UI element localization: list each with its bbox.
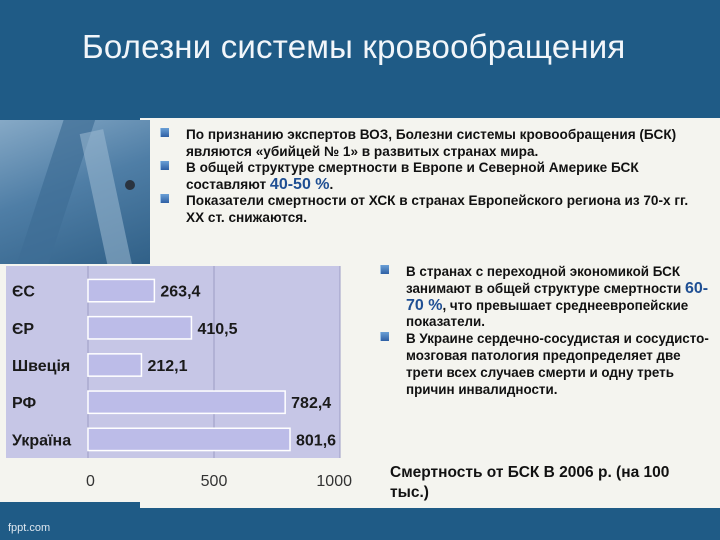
- bullet-item: По признанию экспертов ВОЗ, Болезни сист…: [160, 127, 705, 160]
- value-label: 782,4: [291, 395, 331, 412]
- bullet-square-icon: [160, 194, 169, 204]
- category-label: РФ: [12, 395, 36, 412]
- bullet-text: В общей структуре смертности в Европе и …: [186, 160, 639, 192]
- doctor-photo: [0, 120, 150, 270]
- bar-chart: ЄС 263,4 ЄР 410,5 Швеція 212,1 РФ 782,4 Україна 8…: [6, 266, 352, 490]
- bullet-square-icon: [380, 265, 389, 274]
- footer-brand: fppt.com: [8, 522, 51, 534]
- value-label: 801,6: [296, 432, 336, 449]
- bullet-text: В странах с переходной экономикой БСК за…: [406, 264, 685, 296]
- tick-label: 0: [86, 473, 95, 490]
- bullet-text-tail: .: [329, 176, 334, 192]
- bullet-square-icon: [160, 161, 169, 171]
- category-label: ЄС: [12, 284, 35, 301]
- bullet-highlight: 40-50 %: [269, 175, 330, 193]
- bullet-item: В Украине сердечно-сосудистая и сосудист…: [380, 331, 710, 398]
- stethoscope-icon: [125, 180, 135, 190]
- tick-label: 500: [201, 473, 228, 490]
- bullet-item: В странах с переходной экономикой БСК за…: [380, 264, 710, 331]
- value-label: 263,4: [160, 284, 200, 301]
- chart-caption: Смертность от БСК В 2006 р. (на 100 тыс.…: [390, 464, 670, 501]
- bar: [87, 390, 286, 415]
- bar: [87, 278, 156, 303]
- bullet-list-right: В странах с переходной экономикой БСК за…: [380, 264, 710, 398]
- value-label: 212,1: [147, 358, 187, 375]
- category-label: Швеція: [12, 358, 70, 375]
- slide-title: Болезни системы кровообращения: [82, 28, 626, 65]
- bar: [87, 353, 143, 377]
- value-label: 410,5: [197, 321, 237, 338]
- bullet-list-top: По признанию экспертов ВОЗ, Болезни сист…: [160, 127, 705, 227]
- bullet-text-tail: , что превышает среднеевропейские показа…: [406, 297, 689, 330]
- bullet-highlight: 60-70 %: [406, 279, 709, 314]
- bullet-square-icon: [160, 128, 169, 137]
- bullet-item: Показатели смертности от ХСК в странах Е…: [160, 193, 705, 226]
- chart-container: ЄС 263,4 ЄР 410,5 Швеція 212,1 РФ 782,4 Україна 8…: [0, 264, 366, 502]
- bullet-text: Показатели смертности от ХСК в странах Е…: [186, 193, 689, 225]
- bullet-text: В Украине сердечно-сосудистая и сосудист…: [406, 331, 709, 397]
- bullet-text: По признанию экспертов ВОЗ, Болезни сист…: [186, 127, 677, 159]
- bullet-item: В общей структуре смертности в Европе и …: [160, 160, 705, 193]
- bar: [87, 427, 291, 452]
- bullet-square-icon: [380, 332, 389, 342]
- tick-label: 1000: [316, 473, 352, 490]
- category-label: ЄР: [12, 321, 34, 338]
- plot-area: [6, 266, 340, 458]
- bar: [87, 315, 193, 340]
- category-label: Україна: [12, 432, 71, 449]
